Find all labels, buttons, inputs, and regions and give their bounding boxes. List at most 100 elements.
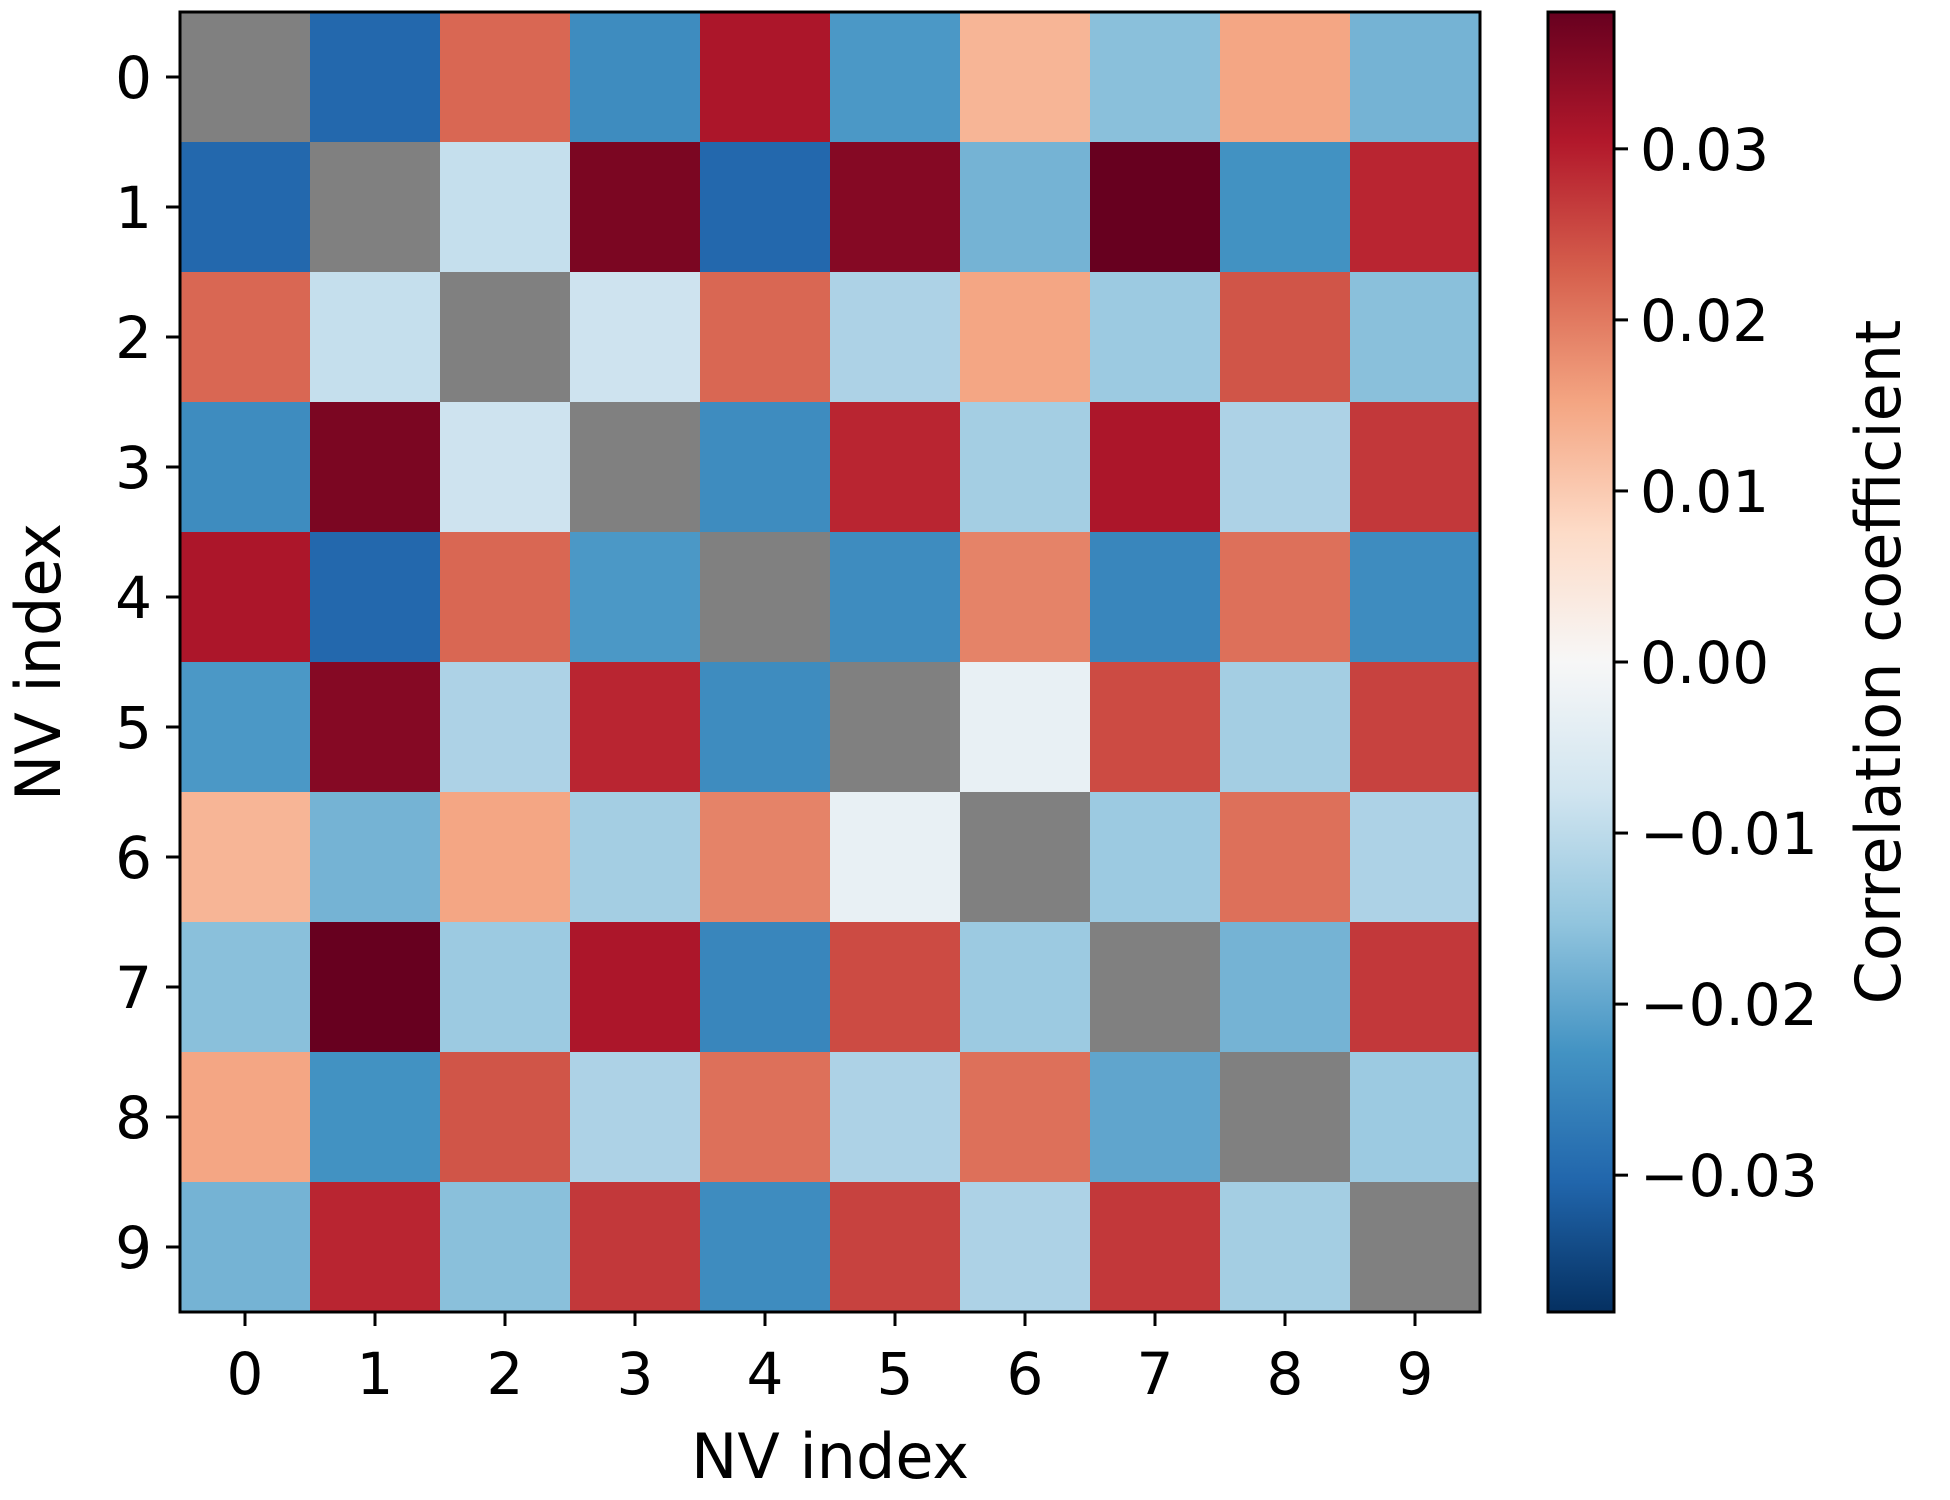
y-tick-label: 3: [115, 434, 152, 502]
y-axis-title: NV index: [2, 523, 75, 801]
heatmap-cell-4-5: [830, 532, 961, 663]
heatmap-cell-2-5: [830, 272, 961, 403]
heatmap-cell-6-1: [310, 792, 441, 923]
colorbar: [1548, 12, 1614, 1312]
x-tick-label: 3: [617, 1340, 654, 1408]
heatmap-cell-3-7: [1090, 402, 1221, 533]
colorbar-tick-label: −0.02: [1640, 971, 1818, 1039]
heatmap-cell-0-6: [960, 12, 1091, 143]
heatmap-cell-3-3: [570, 402, 701, 533]
heatmap-cell-1-1: [310, 142, 441, 273]
heatmap-cell-8-3: [570, 1052, 701, 1183]
heatmap-cell-2-4: [700, 272, 831, 403]
heatmap-cell-1-3: [570, 142, 701, 273]
heatmap-cell-5-2: [440, 662, 571, 793]
x-tick-label: 1: [357, 1340, 394, 1408]
colorbar-tick-label: 0.01: [1640, 458, 1769, 526]
x-tick-label: 5: [877, 1340, 914, 1408]
heatmap-cell-2-3: [570, 272, 701, 403]
heatmap-cell-9-3: [570, 1182, 701, 1313]
y-tick-label: 8: [115, 1084, 152, 1152]
heatmap-cell-2-9: [1350, 272, 1481, 403]
heatmap-cell-5-7: [1090, 662, 1221, 793]
heatmap-cell-6-4: [700, 792, 831, 923]
heatmap-cell-8-9: [1350, 1052, 1481, 1183]
heatmap-cell-1-2: [440, 142, 571, 273]
heatmap-cell-7-1: [310, 922, 441, 1053]
heatmap-cell-2-8: [1220, 272, 1351, 403]
heatmap-cell-4-1: [310, 532, 441, 663]
heatmap-cell-9-2: [440, 1182, 571, 1313]
heatmap-cell-3-8: [1220, 402, 1351, 533]
heatmap-cell-4-6: [960, 532, 1091, 663]
heatmap-cell-0-3: [570, 12, 701, 143]
heatmap-cell-7-0: [180, 922, 311, 1053]
heatmap-cell-6-2: [440, 792, 571, 923]
heatmap-cell-6-8: [1220, 792, 1351, 923]
heatmap-cell-8-7: [1090, 1052, 1221, 1183]
heatmap-cell-8-4: [700, 1052, 831, 1183]
heatmap-cell-6-6: [960, 792, 1091, 923]
heatmap-cell-5-9: [1350, 662, 1481, 793]
heatmap-cell-2-6: [960, 272, 1091, 403]
heatmap-cell-9-5: [830, 1182, 961, 1313]
heatmap-cell-0-9: [1350, 12, 1481, 143]
x-tick-label: 7: [1137, 1340, 1174, 1408]
heatmap-cell-3-0: [180, 402, 311, 533]
heatmap-cell-4-0: [180, 532, 311, 663]
heatmap-cell-7-5: [830, 922, 961, 1053]
heatmap-cell-0-2: [440, 12, 571, 143]
plot-frame: [178, 10, 1482, 1314]
heatmap-cell-0-8: [1220, 12, 1351, 143]
colorbar-title: Correlation coefficient: [1842, 320, 1915, 1005]
y-tick-label: 6: [115, 824, 152, 892]
colorbar-tick-label: −0.03: [1640, 1142, 1818, 1210]
x-axis: 0 1 2 3 4 5 6 7 8 9: [227, 1312, 1433, 1408]
heatmap-cell-4-2: [440, 532, 571, 663]
x-tick-label: 0: [227, 1340, 264, 1408]
heatmap-cell-8-5: [830, 1052, 961, 1183]
heatmap-cell-8-1: [310, 1052, 441, 1183]
heatmap-cell-7-9: [1350, 922, 1481, 1053]
heatmap-cell-2-0: [180, 272, 311, 403]
heatmap-cell-3-9: [1350, 402, 1481, 533]
heatmap-cell-1-8: [1220, 142, 1351, 273]
heatmap-cell-3-4: [700, 402, 831, 533]
heatmap-cell-7-6: [960, 922, 1091, 1053]
heatmap-cell-7-2: [440, 922, 571, 1053]
heatmap-cell-3-5: [830, 402, 961, 533]
heatmap-cell-9-6: [960, 1182, 1091, 1313]
colorbar-tick-label: 0.02: [1640, 287, 1769, 355]
y-tick-label: 2: [115, 304, 152, 372]
heatmap-cell-1-4: [700, 142, 831, 273]
heatmap-cell-8-2: [440, 1052, 571, 1183]
x-axis-title: NV index: [691, 1420, 969, 1493]
heatmap-cell-9-1: [310, 1182, 441, 1313]
heatmap-cell-2-1: [310, 272, 441, 403]
heatmap-cell-6-0: [180, 792, 311, 923]
heatmap-cell-0-4: [700, 12, 831, 143]
heatmap-cell-4-8: [1220, 532, 1351, 663]
heatmap-cell-3-1: [310, 402, 441, 533]
heatmap-cell-9-4: [700, 1182, 831, 1313]
heatmap-cell-0-0: [180, 12, 311, 143]
heatmap-cell-9-0: [180, 1182, 311, 1313]
heatmap-cell-5-6: [960, 662, 1091, 793]
heatmap-cell-5-1: [310, 662, 441, 793]
y-tick-label: 0: [115, 44, 152, 112]
x-tick-label: 2: [487, 1340, 524, 1408]
heatmap-cell-1-0: [180, 142, 311, 273]
heatmap-cell-4-3: [570, 532, 701, 663]
colorbar-tick-label: 0.00: [1640, 629, 1769, 697]
heatmap-cell-7-3: [570, 922, 701, 1053]
heatmap-cell-8-0: [180, 1052, 311, 1183]
heatmap-cell-3-2: [440, 402, 571, 533]
heatmap-cell-6-3: [570, 792, 701, 923]
heatmap-cell-8-8: [1220, 1052, 1351, 1183]
y-axis: 0 1 2 3 4 5 6 7 8 9: [115, 44, 180, 1282]
heatmap-cell-7-8: [1220, 922, 1351, 1053]
y-tick-label: 4: [115, 564, 152, 632]
heatmap-cell-5-0: [180, 662, 311, 793]
heatmap-cell-4-9: [1350, 532, 1481, 663]
